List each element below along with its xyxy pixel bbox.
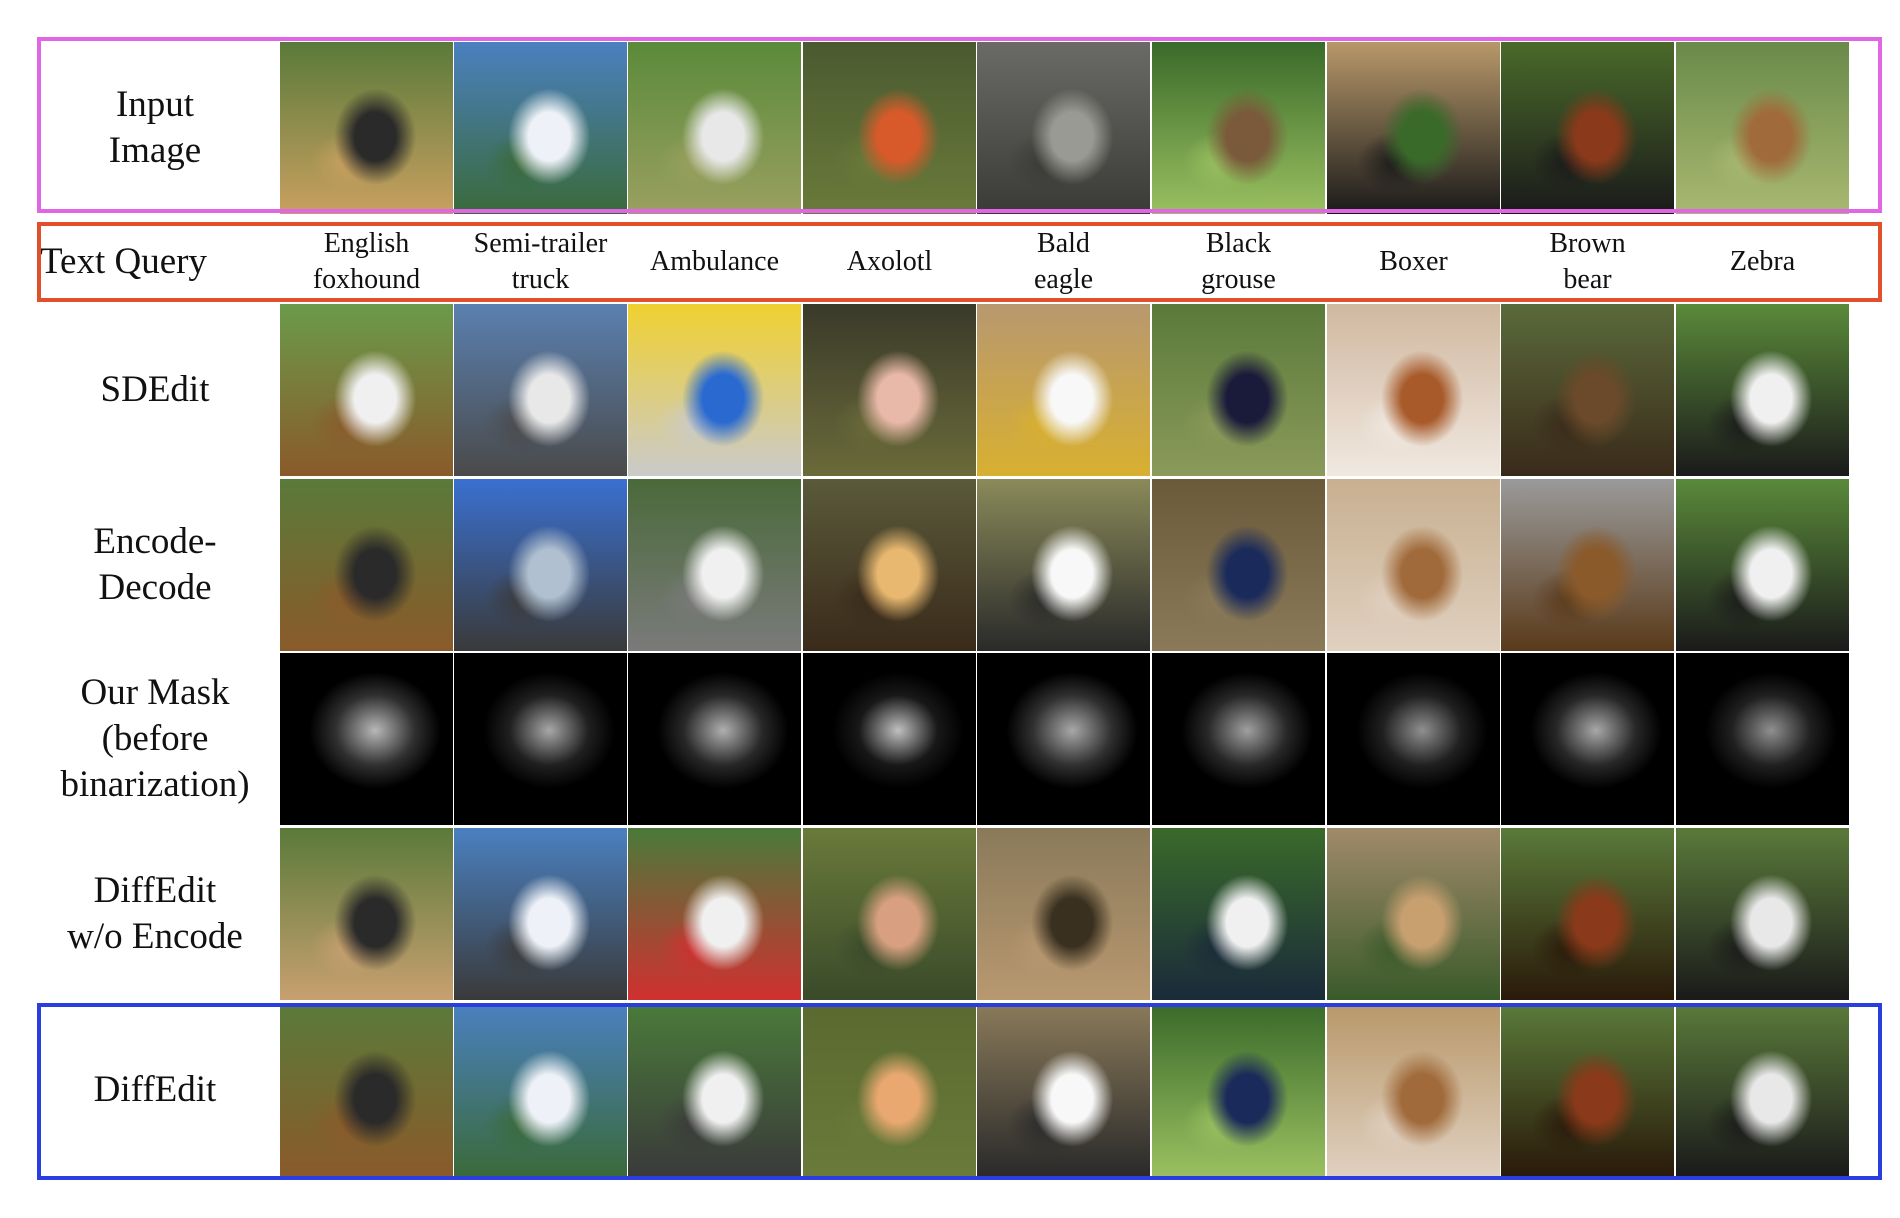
encode-decode-image-2 bbox=[454, 479, 627, 651]
encode-decode-image-5 bbox=[977, 479, 1150, 651]
sdedit-image-6 bbox=[1152, 304, 1325, 476]
row-label-our-mask: Our Mask (before binarization) bbox=[60, 672, 250, 805]
input-image-8 bbox=[1501, 42, 1674, 214]
diffedit-image-8 bbox=[1501, 1004, 1674, 1176]
encode-decode-image-3 bbox=[628, 479, 801, 651]
text-query-2: Semi-trailer truck bbox=[473, 228, 608, 295]
mask-image-5 bbox=[977, 653, 1150, 825]
input-image-3 bbox=[628, 42, 801, 214]
diffedit-wo-encode-image-9 bbox=[1676, 828, 1849, 1000]
diffedit-image-2 bbox=[454, 1004, 627, 1176]
diffedit-wo-encode-image-5 bbox=[977, 828, 1150, 1000]
diffedit-image-4 bbox=[803, 1004, 976, 1176]
mask-image-8 bbox=[1501, 653, 1674, 825]
diffedit-wo-encode-image-2 bbox=[454, 828, 627, 1000]
text-query-8: Brown bear bbox=[1549, 228, 1626, 295]
diffedit-image-7 bbox=[1327, 1004, 1500, 1176]
mask-image-1 bbox=[280, 653, 453, 825]
row-label-diffedit-wo-encode: DiffEdit w/o Encode bbox=[67, 870, 243, 957]
text-query-4: Axolotl bbox=[846, 246, 933, 277]
sdedit-image-1 bbox=[280, 304, 453, 476]
encode-decode-image-9 bbox=[1676, 479, 1849, 651]
diffedit-wo-encode-image-3 bbox=[628, 828, 801, 1000]
diffedit-wo-encode-image-4 bbox=[803, 828, 976, 1000]
sdedit-image-4 bbox=[803, 304, 976, 476]
text-query-9: Zebra bbox=[1729, 246, 1796, 277]
diffedit-wo-encode-image-7 bbox=[1327, 828, 1500, 1000]
mask-image-6 bbox=[1152, 653, 1325, 825]
input-image-1 bbox=[280, 42, 453, 214]
encode-decode-image-7 bbox=[1327, 479, 1500, 651]
text-query-6: Black grouse bbox=[1201, 228, 1276, 295]
diffedit-image-3 bbox=[628, 1004, 801, 1176]
diffedit-image-5 bbox=[977, 1004, 1150, 1176]
diffedit-image-6 bbox=[1152, 1004, 1325, 1176]
mask-image-7 bbox=[1327, 653, 1500, 825]
input-image-4 bbox=[803, 42, 976, 214]
row-label-diffedit: DiffEdit bbox=[93, 1069, 217, 1110]
diffedit-wo-encode-image-8 bbox=[1501, 828, 1674, 1000]
diffedit-image-9 bbox=[1676, 1004, 1849, 1176]
mask-image-9 bbox=[1676, 653, 1849, 825]
row-label-text-query: Text Query bbox=[40, 241, 207, 282]
input-image-5 bbox=[977, 42, 1150, 214]
diffedit-wo-encode-image-1 bbox=[280, 828, 453, 1000]
mask-image-4 bbox=[803, 653, 976, 825]
row-label-sdedit: SDEdit bbox=[100, 369, 210, 410]
input-image-6 bbox=[1152, 42, 1325, 214]
encode-decode-image-8 bbox=[1501, 479, 1674, 651]
encode-decode-image-4 bbox=[803, 479, 976, 651]
sdedit-image-7 bbox=[1327, 304, 1500, 476]
row-label-encode-decode: Encode- Decode bbox=[93, 521, 217, 608]
encode-decode-image-1 bbox=[280, 479, 453, 651]
input-image-2 bbox=[454, 42, 627, 214]
text-query-7: Boxer bbox=[1379, 246, 1448, 277]
sdedit-image-3 bbox=[628, 304, 801, 476]
input-image-9 bbox=[1676, 42, 1849, 214]
text-query-5: Bald eagle bbox=[1033, 228, 1094, 295]
text-query-3: Ambulance bbox=[649, 246, 780, 277]
text-query-1: English foxhound bbox=[312, 228, 421, 295]
mask-image-2 bbox=[454, 653, 627, 825]
diffedit-image-1 bbox=[280, 1004, 453, 1176]
diffedit-wo-encode-image-6 bbox=[1152, 828, 1325, 1000]
sdedit-image-9 bbox=[1676, 304, 1849, 476]
encode-decode-image-6 bbox=[1152, 479, 1325, 651]
row-label-input-image: Input Image bbox=[108, 84, 202, 171]
sdedit-image-2 bbox=[454, 304, 627, 476]
mask-image-3 bbox=[628, 653, 801, 825]
input-image-7 bbox=[1327, 42, 1500, 214]
sdedit-image-5 bbox=[977, 304, 1150, 476]
sdedit-image-8 bbox=[1501, 304, 1674, 476]
